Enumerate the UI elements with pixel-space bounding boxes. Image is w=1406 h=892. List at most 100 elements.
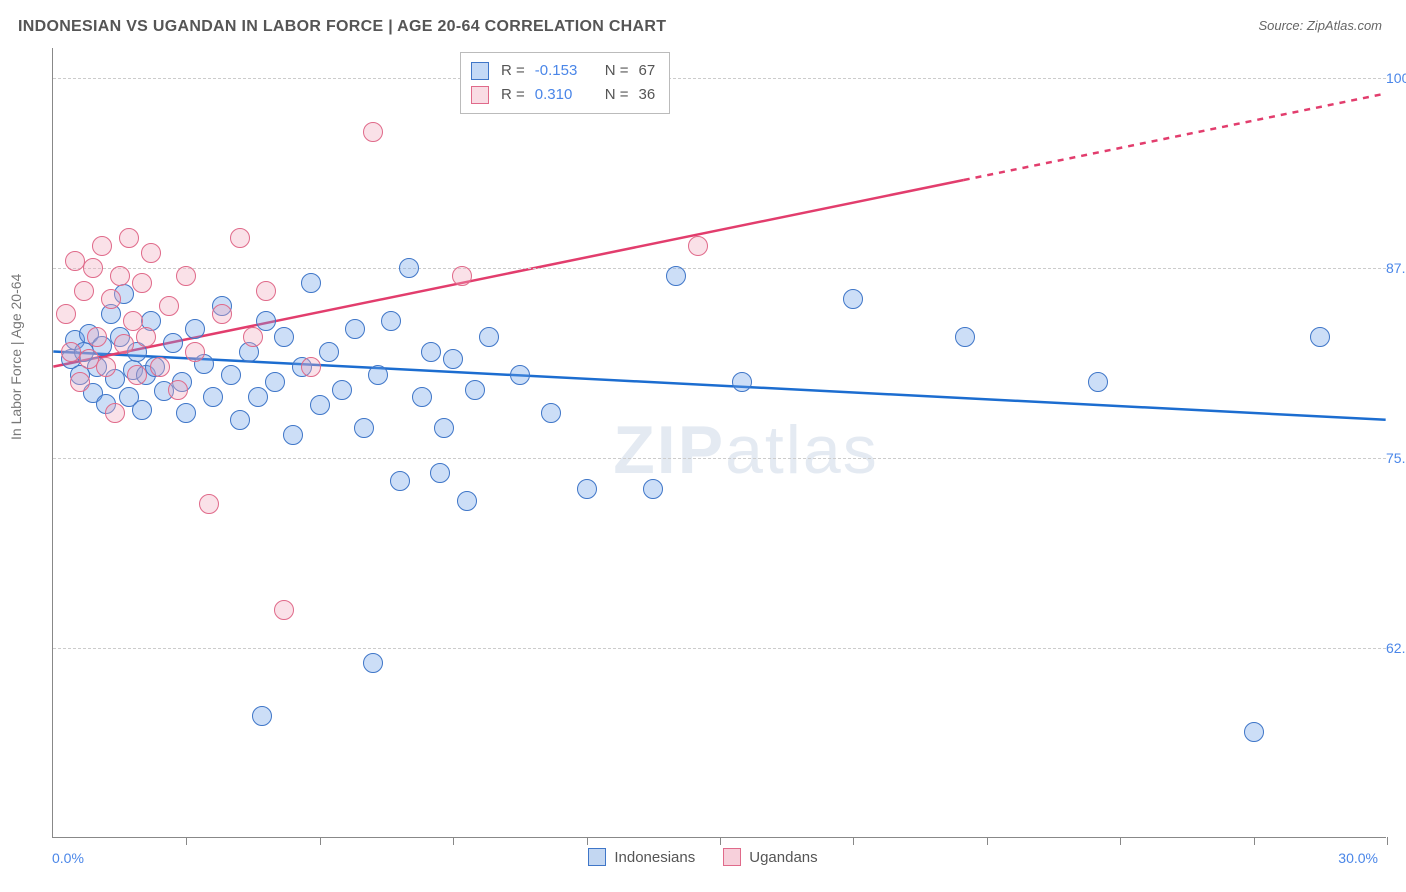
legend-item: Ugandans — [723, 848, 817, 866]
data-point — [332, 380, 352, 400]
legend-swatch — [588, 848, 606, 866]
data-point — [159, 296, 179, 316]
legend-row: R = 0.310 N = 36 — [471, 83, 655, 107]
legend-swatch — [471, 62, 489, 80]
data-point — [101, 289, 121, 309]
legend-n-label: N = — [605, 83, 629, 107]
legend-r-label: R = — [501, 59, 525, 83]
data-point — [345, 319, 365, 339]
correlation-chart: INDONESIAN VS UGANDAN IN LABOR FORCE | A… — [0, 0, 1406, 892]
data-point — [168, 380, 188, 400]
data-point — [176, 403, 196, 423]
x-tick — [853, 837, 854, 845]
data-point — [510, 365, 530, 385]
y-tick-label: 75.0% — [1376, 450, 1406, 466]
x-tick — [453, 837, 454, 845]
plot-area: ZIPatlas 62.5%75.0%87.5%100.0% — [52, 48, 1386, 838]
correlation-legend: R = -0.153N = 67R = 0.310 N = 36 — [460, 52, 670, 114]
trend-line — [53, 351, 1385, 419]
data-point — [354, 418, 374, 438]
data-point — [212, 304, 232, 324]
data-point — [319, 342, 339, 362]
data-point — [176, 266, 196, 286]
x-tick — [186, 837, 187, 845]
data-point — [83, 258, 103, 278]
legend-n-value: 36 — [639, 83, 656, 107]
data-point — [274, 327, 294, 347]
legend-r-label: R = — [501, 83, 525, 107]
data-point — [452, 266, 472, 286]
data-point — [74, 281, 94, 301]
y-tick-label: 62.5% — [1376, 640, 1406, 656]
y-tick-label: 87.5% — [1376, 260, 1406, 276]
y-tick-label: 100.0% — [1376, 70, 1406, 86]
data-point — [368, 365, 388, 385]
data-point — [412, 387, 432, 407]
data-point — [56, 304, 76, 324]
data-point — [643, 479, 663, 499]
data-point — [732, 372, 752, 392]
trend-line — [964, 94, 1386, 180]
data-point — [541, 403, 561, 423]
data-point — [390, 471, 410, 491]
legend-swatch — [723, 848, 741, 866]
gridline — [53, 268, 1386, 269]
legend-label: Indonesians — [614, 849, 695, 866]
data-point — [283, 425, 303, 445]
x-tick — [720, 837, 721, 845]
data-point — [1088, 372, 1108, 392]
data-point — [141, 243, 161, 263]
gridline — [53, 648, 1386, 649]
chart-title: INDONESIAN VS UGANDAN IN LABOR FORCE | A… — [18, 18, 666, 36]
gridline — [53, 458, 1386, 459]
legend-r-value: -0.153 — [535, 59, 589, 83]
data-point — [363, 653, 383, 673]
data-point — [87, 327, 107, 347]
data-point — [465, 380, 485, 400]
data-point — [243, 327, 263, 347]
data-point — [421, 342, 441, 362]
legend-row: R = -0.153N = 67 — [471, 59, 655, 83]
data-point — [955, 327, 975, 347]
data-point — [265, 372, 285, 392]
data-point — [1244, 722, 1264, 742]
data-point — [136, 327, 156, 347]
data-point — [110, 266, 130, 286]
data-point — [252, 706, 272, 726]
legend-n-value: 67 — [639, 59, 656, 83]
data-point — [256, 281, 276, 301]
data-point — [688, 236, 708, 256]
data-point — [274, 600, 294, 620]
data-point — [127, 365, 147, 385]
data-point — [457, 491, 477, 511]
x-tick — [587, 837, 588, 845]
data-point — [96, 357, 116, 377]
data-point — [248, 387, 268, 407]
y-axis-label: In Labor Force | Age 20-64 — [8, 274, 24, 440]
data-point — [114, 334, 134, 354]
data-point — [132, 400, 152, 420]
data-point — [132, 273, 152, 293]
data-point — [92, 236, 112, 256]
data-point — [230, 228, 250, 248]
x-tick — [1120, 837, 1121, 845]
data-point — [185, 319, 205, 339]
legend-r-value: 0.310 — [535, 83, 589, 107]
data-point — [430, 463, 450, 483]
data-point — [301, 357, 321, 377]
data-point — [434, 418, 454, 438]
source-attribution: Source: ZipAtlas.com — [1258, 18, 1382, 33]
data-point — [70, 372, 90, 392]
x-tick — [1254, 837, 1255, 845]
x-tick — [1387, 837, 1388, 845]
data-point — [301, 273, 321, 293]
data-point — [381, 311, 401, 331]
data-point — [203, 387, 223, 407]
data-point — [163, 333, 183, 353]
data-point — [150, 357, 170, 377]
legend-swatch — [471, 86, 489, 104]
series-legend: Indonesians Ugandans — [0, 848, 1406, 866]
data-point — [119, 228, 139, 248]
data-point — [310, 395, 330, 415]
data-point — [843, 289, 863, 309]
